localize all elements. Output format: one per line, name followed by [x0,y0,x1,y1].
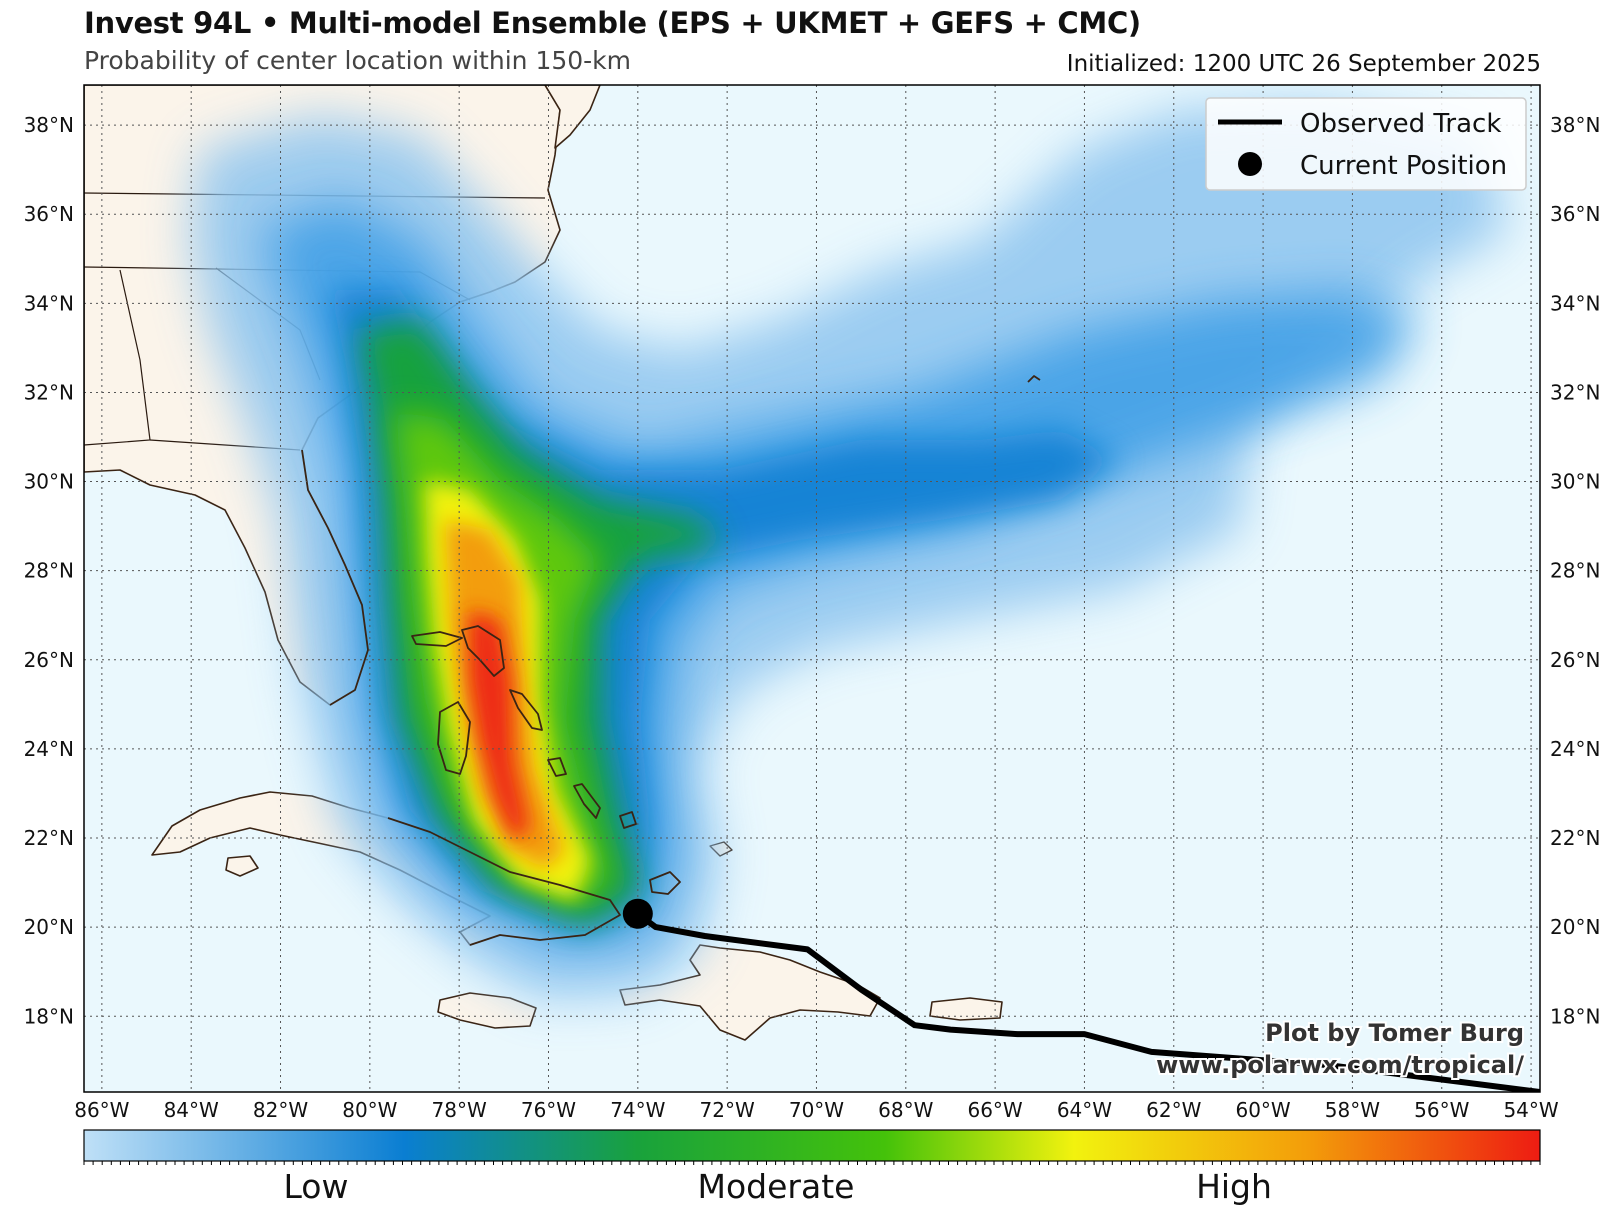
latitude-label: 32°N [24,380,74,404]
colorbar-moderate-label: Moderate [698,1167,855,1206]
longitude-label: 62°W [1146,1098,1201,1122]
latitude-label: 18°N [24,1004,74,1028]
latitude-labels-left: 18°N 20°N 22°N 24°N 26°N 28°N 30°N 32°N 34°N 36°N… [24,113,74,1028]
longitude-label: 64°W [1057,1098,1112,1122]
longitude-label: 66°W [967,1098,1022,1122]
gridlines [84,85,1540,1092]
longitude-label: 70°W [789,1098,844,1122]
latitude-label: 38°N [1550,113,1600,137]
observed-track-line [634,910,1540,1092]
longitude-label: 84°W [164,1098,219,1122]
colorbar-gradient [83,1129,1541,1162]
latitude-label: 18°N [1550,1004,1600,1028]
legend-current-position: Current Position [1300,151,1507,181]
legend-observed-track: Observed Track [1300,109,1501,139]
colorbar-low-label: Low [284,1167,349,1206]
longitude-label: 58°W [1325,1098,1380,1122]
current-position-marker [622,898,653,929]
longitude-label: 82°W [253,1098,308,1122]
colorbar: Low Moderate High [83,1129,1541,1206]
initialized-time: Initialized: 1200 UTC 26 September 2025 [1066,51,1541,77]
credit-url: www.polarwx.com/tropical/ [1156,1051,1524,1079]
latitude-label: 28°N [1550,559,1600,583]
longitude-labels: 86°W 84°W 82°W 80°W 78°W 76°W 74°W 72°W 70°W 68°W… [74,1098,1559,1122]
longitude-label: 74°W [610,1098,665,1122]
latitude-label: 22°N [1550,826,1600,850]
longitude-label: 56°W [1414,1098,1469,1122]
legend-box: Observed Track Current Position [1205,97,1527,191]
longitude-label: 78°W [432,1098,487,1122]
latitude-label: 20°N [1550,915,1600,939]
credit-author: Plot by Tomer Burg [1265,1019,1524,1047]
latitude-label: 32°N [1550,380,1600,404]
longitude-label: 80°W [342,1098,397,1122]
latitude-label: 36°N [1550,202,1600,226]
longitude-label: 68°W [878,1098,933,1122]
isle-of-youth [225,855,259,877]
plot-frame [83,84,1541,1093]
legend-position-swatch [1238,152,1262,176]
latitude-label: 34°N [1550,291,1600,315]
latitude-label: 38°N [24,113,74,137]
latitude-label: 30°N [24,470,74,494]
map-subtitle: Probability of center location within 15… [84,46,632,75]
longitude-label: 86°W [74,1098,129,1122]
latitude-label: 34°N [24,291,74,315]
longitude-label: 54°W [1503,1098,1558,1122]
latitude-label: 30°N [1550,470,1600,494]
colorbar-ticks [83,1161,1541,1165]
delmarva-land [544,85,601,149]
island-outlines [301,375,1041,946]
latitude-label: 36°N [24,202,74,226]
map-title: Invest 94L • Multi-model Ensemble (EPS +… [84,6,1141,40]
latitude-label: 24°N [24,737,74,761]
latitude-label: 28°N [24,559,74,583]
latitude-label: 24°N [1550,737,1600,761]
jamaica-land [437,992,537,1029]
longitude-label: 76°W [521,1098,576,1122]
latitude-labels-right: 18°N 20°N 22°N 24°N 26°N 28°N 30°N 32°N 34°N 36°N… [1550,113,1600,1028]
latitude-label: 26°N [1550,648,1600,672]
prob-red [468,610,530,840]
latitude-label: 22°N [24,826,74,850]
observed-track [622,898,1540,1092]
colorbar-high-label: High [1196,1167,1272,1206]
longitude-label: 72°W [700,1098,755,1122]
latitude-label: 26°N [24,648,74,672]
latitude-label: 20°N [24,915,74,939]
longitude-label: 60°W [1235,1098,1290,1122]
